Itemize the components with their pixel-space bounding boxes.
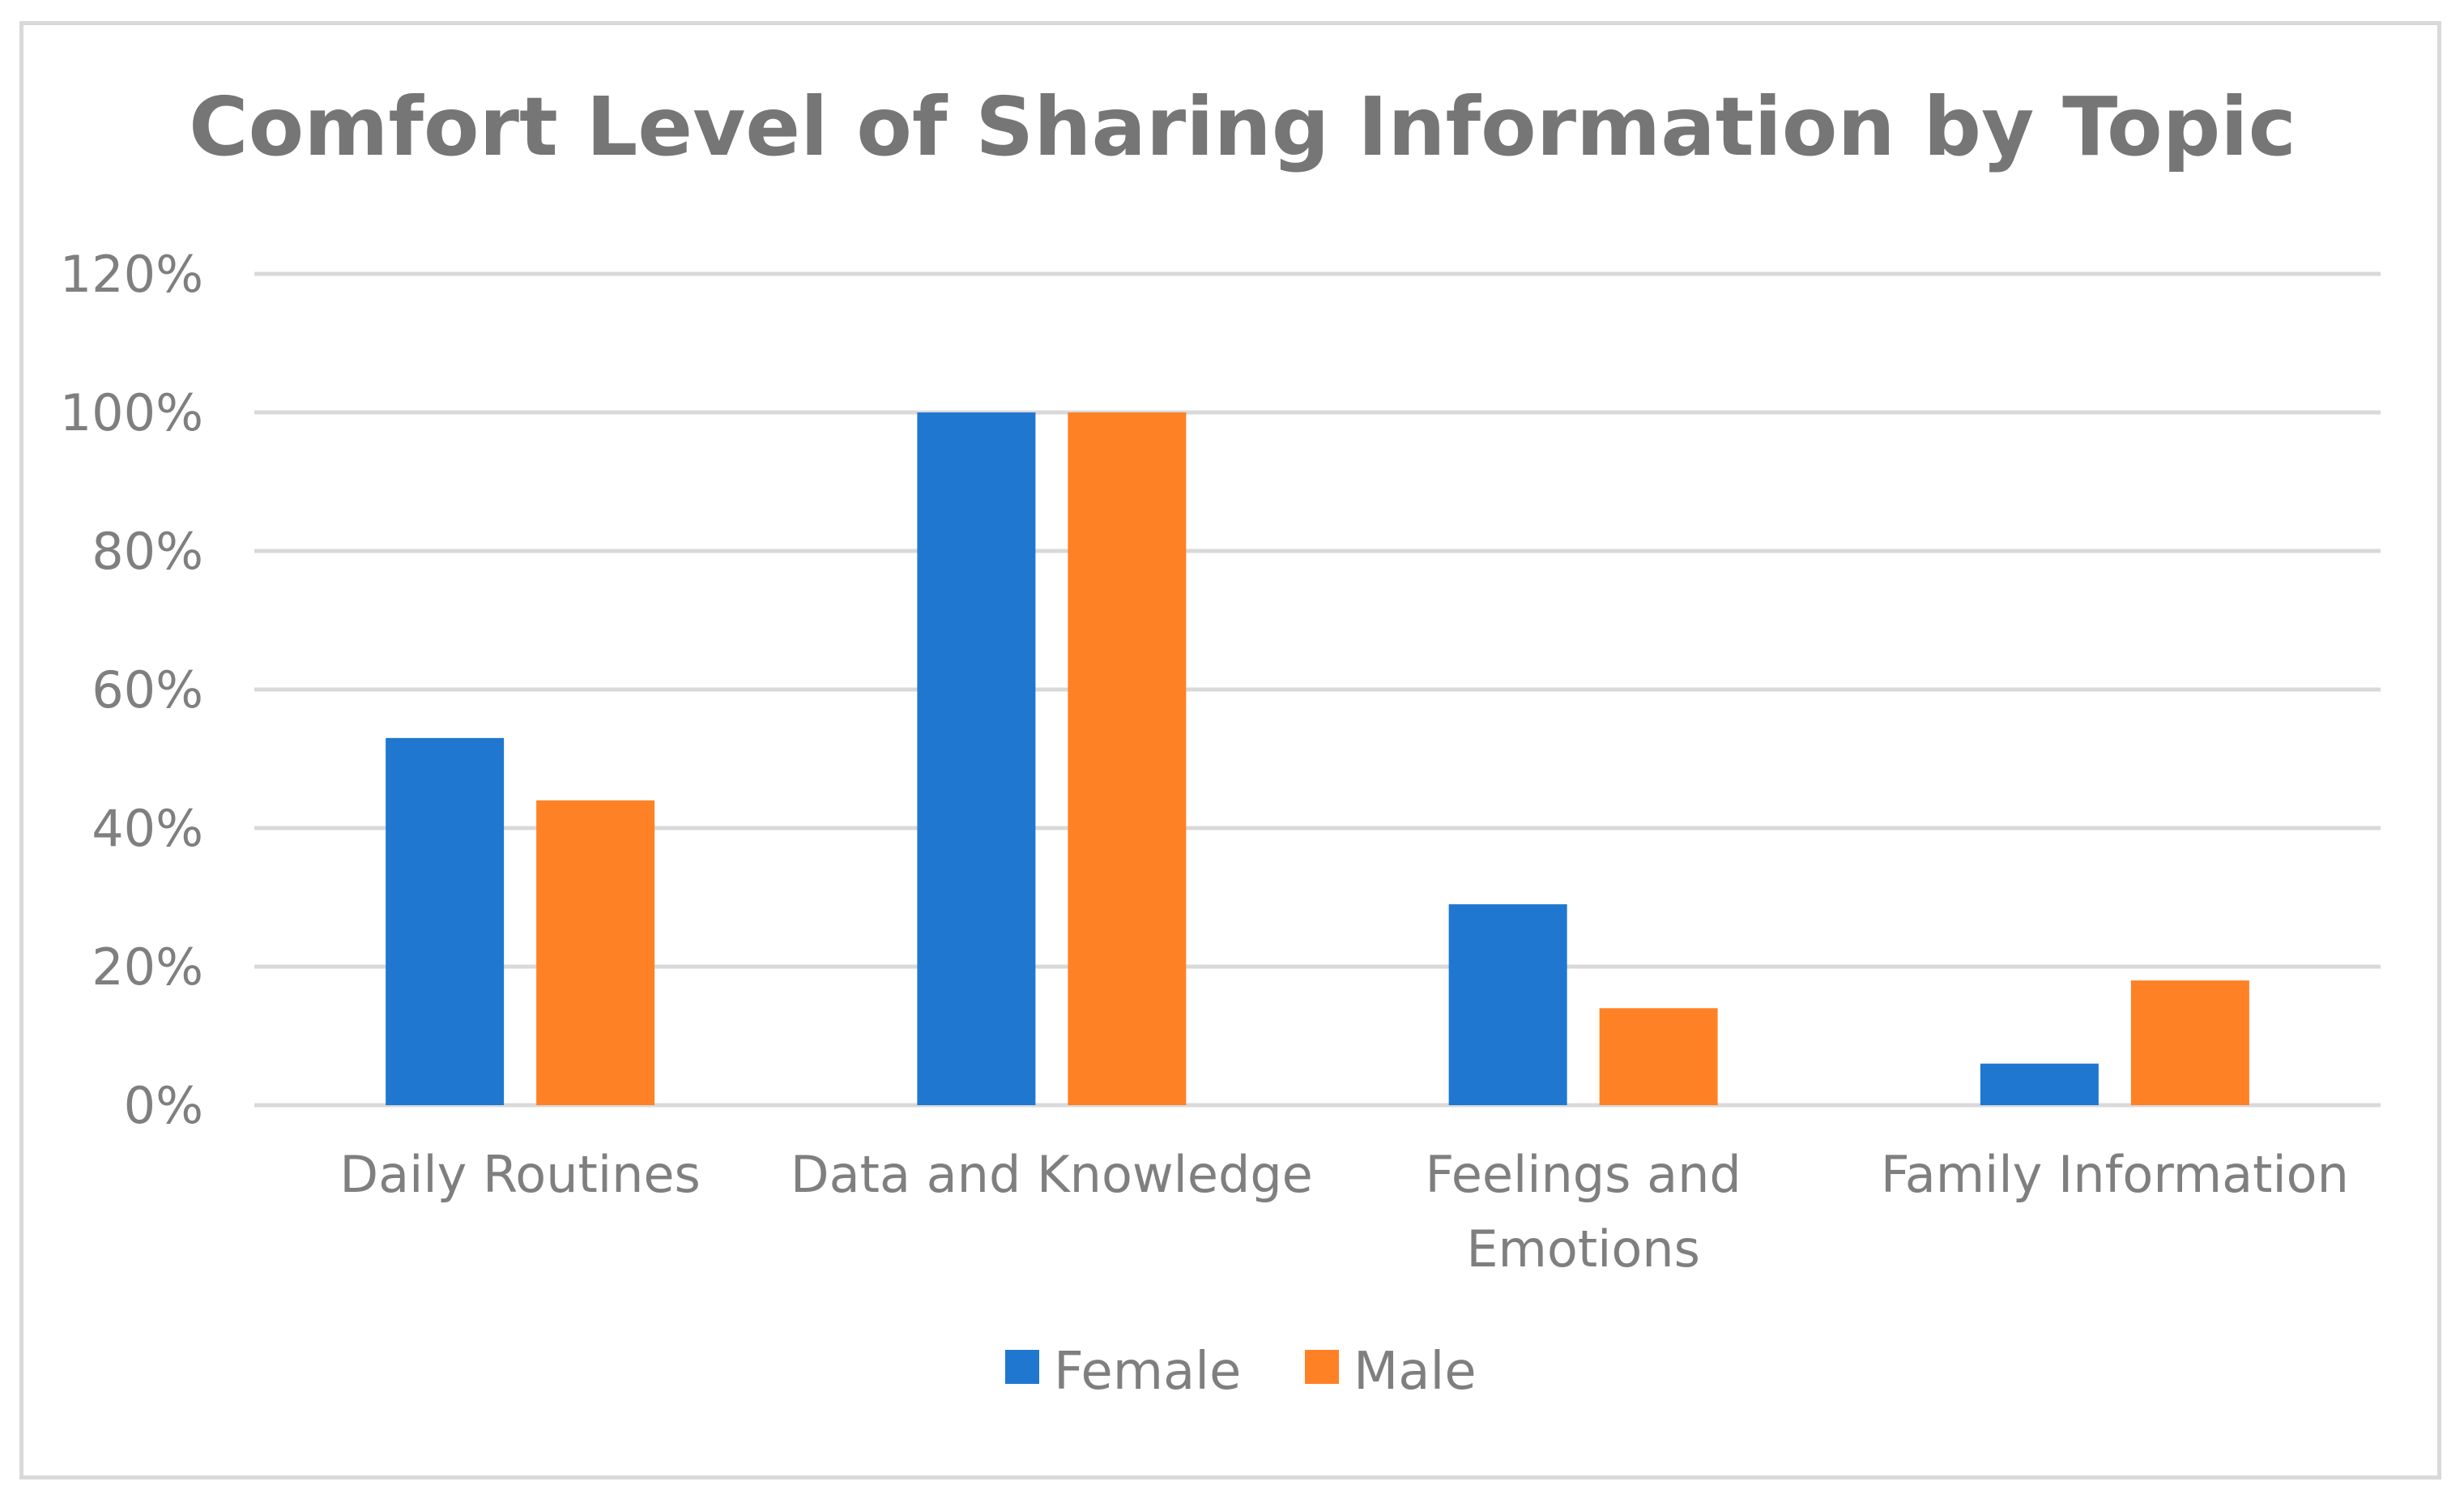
y-tick-label: 120% [60,245,203,304]
legend-swatch-female[interactable] [1005,1350,1039,1384]
category-label: Data and Knowledge [791,1145,1313,1204]
bars [386,412,2249,1105]
legend-swatch-male[interactable] [1305,1350,1339,1384]
bar-female[interactable] [386,737,505,1105]
category-label: Daily Routines [339,1145,700,1204]
bar-male[interactable] [2130,980,2249,1105]
bar-male[interactable] [1068,412,1187,1105]
bar-female[interactable] [1448,904,1567,1105]
bar-male[interactable] [536,800,655,1105]
category-label: Feelings and [1425,1145,1741,1204]
bar-female[interactable] [1980,1063,2099,1105]
legend-label-male[interactable]: Male [1353,1342,1477,1402]
y-tick-label: 40% [92,799,203,858]
bar-female[interactable] [917,412,1036,1105]
bar-male[interactable] [1599,1008,1718,1105]
y-tick-label: 80% [92,522,203,581]
y-tick-label: 0% [124,1076,203,1135]
legend-label-female[interactable]: Female [1054,1342,1241,1402]
legend[interactable]: Female Male [1005,1342,1477,1402]
chart-svg: Comfort Level of Sharing Information by … [60,79,2381,1402]
category-label: Emotions [1466,1219,1700,1279]
category-label: Family Information [1881,1145,2349,1204]
chart-title: Comfort Level of Sharing Information by … [189,79,2296,174]
y-axis-tick-labels: 0% 20% 40% 60% 80% 100% 120% [60,245,203,1135]
x-axis-category-labels: Daily Routines Data and Knowledge Feelings… [339,1145,2349,1279]
y-tick-label: 60% [92,660,203,719]
chart-frame: Comfort Level of Sharing Information by … [19,21,2441,1480]
y-tick-label: 20% [92,937,203,997]
y-tick-label: 100% [60,383,203,442]
